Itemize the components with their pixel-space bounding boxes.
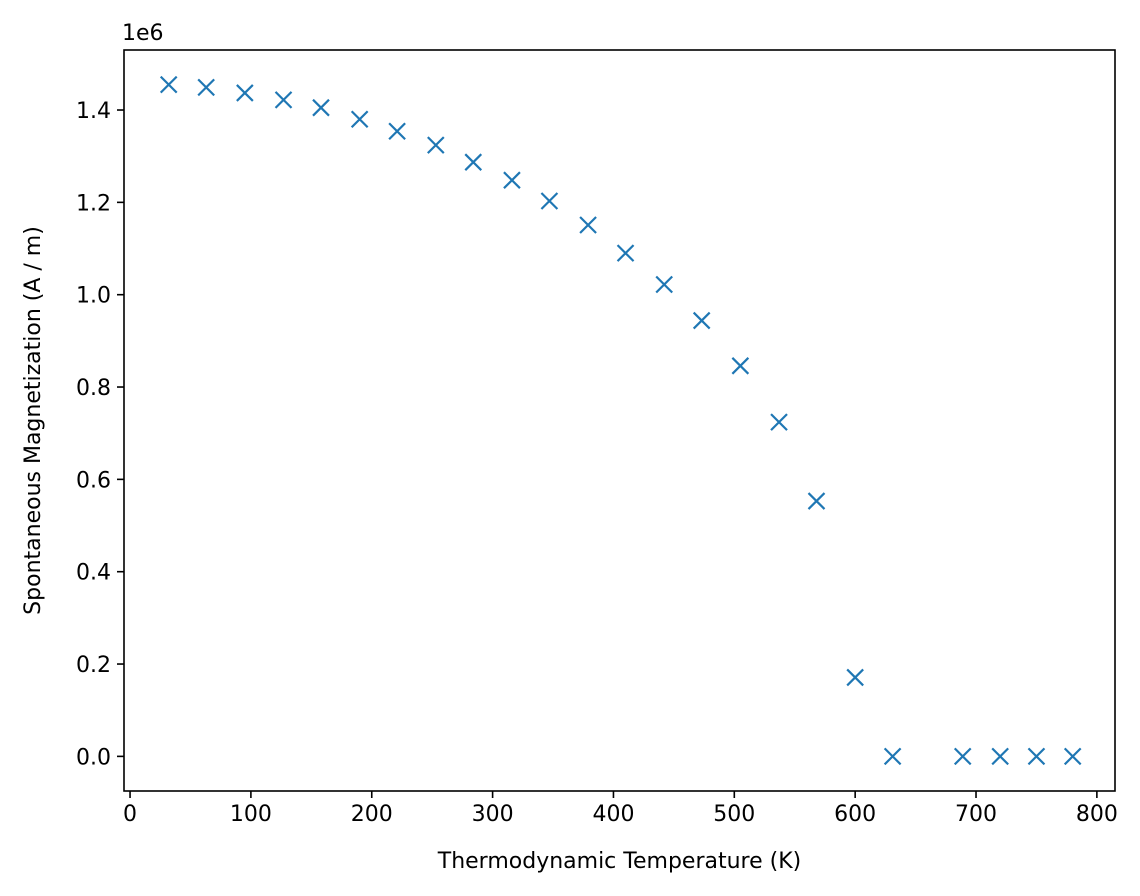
x-marker (503, 171, 521, 189)
x-marker (883, 747, 902, 766)
data-point (197, 78, 215, 97)
x-marker (350, 110, 369, 129)
data-point (770, 413, 788, 431)
data-point (953, 747, 972, 766)
data-point (731, 357, 750, 375)
data-point (579, 216, 597, 234)
data-point (464, 153, 483, 171)
x-marker (692, 311, 711, 330)
y-tick-label: 1.2 (76, 191, 111, 216)
y-axis: 0.0 0.2 0.4 0.6 0.8 1.0 1.2 1.4 (76, 99, 124, 770)
data-point (692, 311, 711, 330)
x-marker (427, 136, 445, 154)
data-point (807, 492, 826, 510)
x-marker (388, 122, 406, 141)
y-tick-label: 0.6 (76, 468, 111, 493)
x-tick-label: 0 (123, 802, 137, 827)
data-point (350, 110, 369, 129)
x-marker (464, 153, 483, 171)
axes-frame (123, 49, 1116, 792)
y-tick-label: 0.2 (76, 653, 111, 678)
x-axis-label: Thermodynamic Temperature (K) (437, 849, 801, 874)
data-point (540, 192, 559, 210)
x-tick-label: 800 (1076, 802, 1118, 827)
x-marker (770, 413, 788, 431)
x-marker (1027, 747, 1046, 766)
y-tick-label: 0.8 (76, 376, 111, 401)
x-tick-label: 300 (472, 802, 514, 827)
x-marker (274, 91, 293, 109)
x-marker (579, 216, 597, 234)
x-tick-label: 200 (351, 802, 393, 827)
data-point (427, 136, 445, 154)
data-point (503, 171, 521, 189)
x-marker (159, 75, 178, 94)
data-point (159, 75, 178, 94)
data-point (312, 98, 330, 117)
data-point (236, 84, 254, 102)
x-axis: 0 100 200 300 400 500 600 700 800 (123, 791, 1118, 827)
x-marker (616, 244, 635, 262)
data-point (1063, 747, 1082, 766)
x-tick-label: 100 (230, 802, 272, 827)
y-axis-label: Spontaneous Magnetization (A / m) (21, 226, 46, 615)
x-marker (846, 668, 864, 687)
x-marker (807, 492, 826, 510)
x-tick-label: 600 (834, 802, 876, 827)
y-tick-label: 0.4 (76, 561, 111, 586)
x-marker (731, 357, 750, 375)
x-tick-label: 500 (713, 802, 755, 827)
x-marker (953, 747, 972, 766)
data-point (991, 747, 1009, 766)
data-point (846, 668, 864, 687)
data-point (883, 747, 902, 766)
data-point (1027, 747, 1046, 766)
x-marker (655, 275, 673, 294)
data-point (655, 275, 673, 294)
x-marker (540, 192, 559, 210)
y-tick-label: 1.0 (76, 284, 111, 309)
data-point (616, 244, 635, 262)
x-marker (197, 78, 215, 97)
data-point (388, 122, 406, 141)
y-tick-label: 0.0 (76, 745, 111, 770)
x-marker (991, 747, 1009, 766)
y-tick-label: 1.4 (76, 99, 111, 124)
x-marker (236, 84, 254, 102)
data-point (274, 91, 293, 109)
x-marker (1063, 747, 1082, 766)
x-tick-label: 700 (955, 802, 997, 827)
x-tick-label: 400 (592, 802, 634, 827)
plot-area (159, 75, 1082, 766)
y-axis-offset-label: 1e6 (122, 21, 164, 46)
x-marker (312, 98, 330, 117)
